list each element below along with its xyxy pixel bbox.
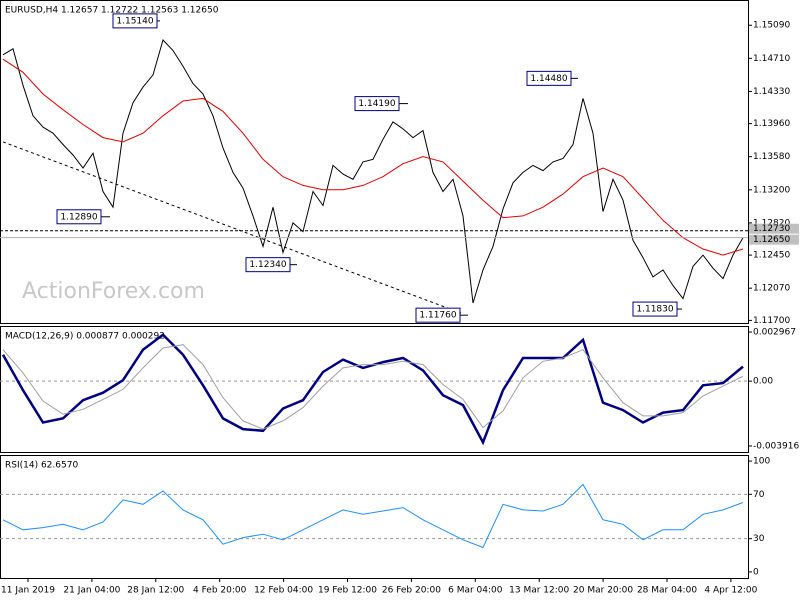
panel-title: RSI(14) 62.6570 [5,461,78,471]
annotation-label: 1.14190 [358,99,395,109]
y-tick-label: 0.002967 [753,328,796,338]
panel-frame [0,326,749,453]
annotation-label: 1.11830 [636,305,673,315]
annotation-box [245,257,291,273]
annotation-box [112,13,158,29]
x-tick-label: 21 Jan 04:00 [63,586,120,596]
x-tick-label: 12 Feb 04:00 [254,586,313,596]
x-tick-label: 4 Feb 20:00 [193,586,247,596]
annotation-box [415,307,461,323]
y-tick-label: 100 [753,457,770,467]
x-tick-label: 28 Jan 12:00 [127,586,184,596]
y-tick-label: 1.12450 [753,251,790,261]
y-tick-label: 1.13200 [753,185,790,195]
x-tick-label: 13 Mar 12:00 [509,586,569,596]
panel-frame [0,0,749,324]
annotation-box [354,96,400,112]
series-line [1,333,744,446]
y-tick-label: 1.13960 [753,119,790,129]
x-tick-label: 11 Jan 2019 [1,586,55,596]
y-tick-label: 1.14710 [753,54,790,64]
price-box [749,223,799,234]
series-line [2,344,744,430]
y-tick-label: 1.13580 [753,152,790,162]
panel-frame [0,455,749,579]
y-tick-label: 30 [753,534,765,544]
annotation-box [632,301,678,317]
x-tick-label: 6 Mar 04:00 [448,586,503,596]
x-tick-label: 26 Feb 20:00 [382,586,441,596]
panel-title: MACD(12,26,9) 0.000877 0.000292 [5,332,165,342]
annotation-label: 1.15140 [116,16,153,26]
annotation-label: 1.11760 [419,311,456,321]
y-tick-label: 1.12070 [753,284,790,294]
annotation-label: 1.12890 [60,212,97,222]
x-tick-label: 4 Apr 12:00 [704,586,757,596]
y-tick-label: 1.11700 [753,316,790,326]
y-tick-label: -0.003916 [753,441,799,451]
series-line [2,483,744,549]
trendline [2,141,463,314]
annotation-label: 1.14480 [530,74,567,84]
price-box [749,234,799,245]
x-tick-label: 20 Mar 20:00 [573,586,633,596]
x-tick-label: 19 Feb 12:00 [318,586,377,596]
annotation-box [526,70,572,86]
annotation-box [56,209,102,225]
y-tick-label: 70 [753,490,765,500]
y-tick-label: 1.15090 [753,21,790,31]
x-tick-label: 28 Mar 04:00 [637,586,697,596]
panel-title: EURUSD,H4 1.12657 1.12722 1.12563 1.1265… [5,6,219,16]
watermark: ActionForex.com [22,279,205,304]
y-tick-label: 0 [753,567,759,577]
series-line [2,39,744,304]
annotation-label: 1.12340 [249,260,286,270]
price-label: 1.12730 [753,224,790,234]
price-label: 1.12650 [753,235,790,245]
y-tick-label: 1.14330 [753,87,790,97]
y-tick-label: 1.12820 [753,218,790,228]
series-line [2,58,744,256]
y-tick-label: 0.00 [753,377,773,387]
